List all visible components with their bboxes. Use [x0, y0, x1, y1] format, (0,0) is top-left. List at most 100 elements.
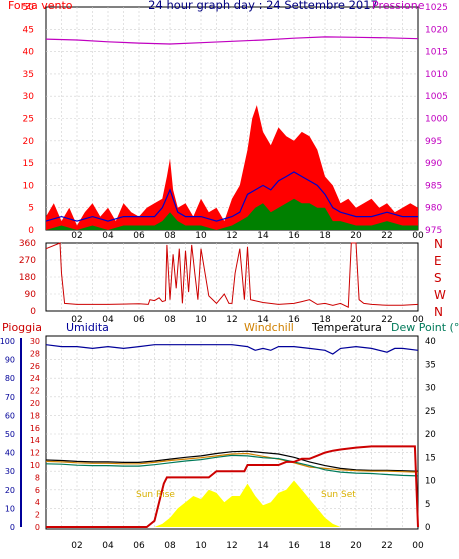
windchill-line: [45, 452, 419, 473]
x-tick-label: 02: [71, 541, 82, 551]
compass-label: N: [434, 237, 443, 251]
y-tick-label-pressure: 1025: [425, 3, 448, 13]
temperatura-label: Temperatura: [311, 321, 382, 334]
y-tick-label-rain: 8: [35, 473, 40, 482]
y-tick-label-pressure: 1015: [425, 48, 448, 58]
compass-label: W: [434, 288, 446, 302]
compass-label: S: [434, 271, 442, 285]
y-tick-label-humidity: 60: [5, 411, 15, 420]
y-tick-label-pressure: 990: [425, 159, 442, 169]
y-tick-label-pressure: 975: [425, 226, 442, 236]
dewpoint-line: [45, 454, 419, 477]
x-tick-label: 22: [381, 315, 392, 325]
y-tick-label-wind: 25: [23, 115, 34, 125]
y-tick-label-humidity: 50: [5, 430, 15, 439]
compass-label: E: [434, 254, 442, 268]
y-tick-label-pressure: 1020: [425, 25, 448, 35]
forza-vento-label: Forza vento: [8, 0, 73, 12]
y-tick-label-wind: 0: [28, 226, 34, 236]
dewpoint-label: Dew Point (°C: [391, 321, 459, 334]
y-tick-label-wind: 10: [23, 181, 35, 191]
y-tick-label-temperature: 15: [425, 453, 436, 463]
y-tick-label-temperature: 25: [425, 407, 436, 417]
y-tick-label-rain: 26: [30, 362, 40, 371]
y-tick-label-direction: 180: [19, 273, 36, 283]
y-tick-label-rain: 30: [30, 337, 40, 346]
y-tick-label-humidity: 100: [0, 337, 15, 346]
x-tick-label: 18: [319, 541, 331, 551]
y-tick-label-temperature: 5: [425, 500, 430, 510]
y-tick-label-rain: 2: [35, 511, 40, 520]
y-tick-label-wind: 50: [23, 3, 35, 13]
y-tick-label-humidity: 30: [5, 467, 15, 476]
umidita-label: Umidita: [66, 321, 109, 334]
x-tick-label: 16: [288, 315, 300, 325]
y-tick-label-wind: 15: [23, 159, 34, 169]
x-tick-label: 12: [226, 315, 237, 325]
y-tick-label-rain: 6: [35, 486, 40, 495]
chart-title: 24 hour graph day : 24 Settembre 2017: [148, 0, 378, 12]
x-tick-label: 16: [288, 541, 300, 551]
x-tick-label: 00: [412, 231, 424, 241]
y-tick-label-rain: 10: [30, 461, 40, 470]
x-tick-label: 08: [164, 231, 176, 241]
x-tick-label: 02: [71, 231, 82, 241]
y-tick-label-humidity: 40: [5, 449, 15, 458]
y-tick-label-wind: 40: [23, 48, 35, 58]
x-tick-label: 10: [195, 315, 207, 325]
y-tick-label-rain: 22: [30, 387, 40, 396]
y-tick-label-temperature: 0: [425, 523, 430, 533]
y-tick-label-pressure: 995: [425, 137, 442, 147]
y-tick-label-pressure: 985: [425, 181, 442, 191]
x-tick-label: 00: [412, 315, 424, 325]
x-tick-label: 18: [319, 315, 331, 325]
x-tick-label: 22: [381, 231, 392, 241]
y-tick-label-rain: 20: [30, 399, 40, 408]
y-tick-label-rain: 24: [30, 374, 40, 383]
y-tick-label-pressure: 1005: [425, 92, 448, 102]
x-tick-label: 20: [350, 541, 362, 551]
x-tick-label: 14: [257, 315, 269, 325]
y-tick-label-direction: 90: [25, 290, 37, 300]
x-tick-label: 04: [102, 315, 114, 325]
y-tick-label-direction: 270: [19, 256, 36, 266]
y-tick-label-humidity: 70: [5, 393, 15, 402]
x-tick-label: 12: [226, 541, 237, 551]
x-tick-label: 00: [412, 541, 424, 551]
x-tick-label: 16: [288, 231, 300, 241]
x-tick-label: 20: [350, 231, 362, 241]
y-tick-label-wind: 20: [23, 137, 35, 147]
y-tick-label-temperature: 35: [425, 360, 436, 370]
tick-labels: 0510152025303540455097598098599099510001…: [0, 3, 448, 551]
x-tick-label: 04: [102, 231, 114, 241]
pressione-label: Pressione: [372, 0, 425, 12]
y-tick-label-rain: 16: [30, 424, 40, 433]
y-tick-label-humidity: 10: [5, 504, 15, 513]
temperature-line: [45, 450, 419, 472]
windchill-label: Windchill: [244, 321, 294, 334]
x-tick-label: 14: [257, 231, 269, 241]
y-tick-label-humidity: 90: [5, 356, 15, 365]
y-tick-label-wind: 45: [23, 25, 34, 35]
y-tick-label-wind: 35: [23, 70, 34, 80]
y-tick-label-humidity: 80: [5, 374, 15, 383]
y-tick-label-direction: 360: [19, 239, 36, 249]
y-tick-label-pressure: 980: [425, 204, 442, 214]
x-tick-label: 22: [381, 541, 392, 551]
pioggia-label: Pioggia: [2, 321, 42, 334]
y-tick-label-temperature: 40: [425, 337, 436, 347]
chart-marks: [45, 36, 419, 528]
y-tick-label-rain: 18: [30, 411, 40, 420]
y-tick-label-rain: 12: [30, 449, 40, 458]
y-tick-label-pressure: 1010: [425, 70, 448, 80]
x-tick-label: 04: [102, 541, 114, 551]
x-tick-label: 06: [133, 541, 145, 551]
solar-area: [46, 480, 418, 527]
y-tick-label-humidity: 0: [10, 523, 15, 532]
sun-rise-label: Sun Rise: [136, 490, 175, 500]
y-tick-label-rain: 0: [35, 523, 40, 532]
wind-average-line: [45, 171, 418, 222]
y-tick-label-temperature: 20: [425, 430, 436, 440]
x-tick-label: 08: [164, 541, 176, 551]
